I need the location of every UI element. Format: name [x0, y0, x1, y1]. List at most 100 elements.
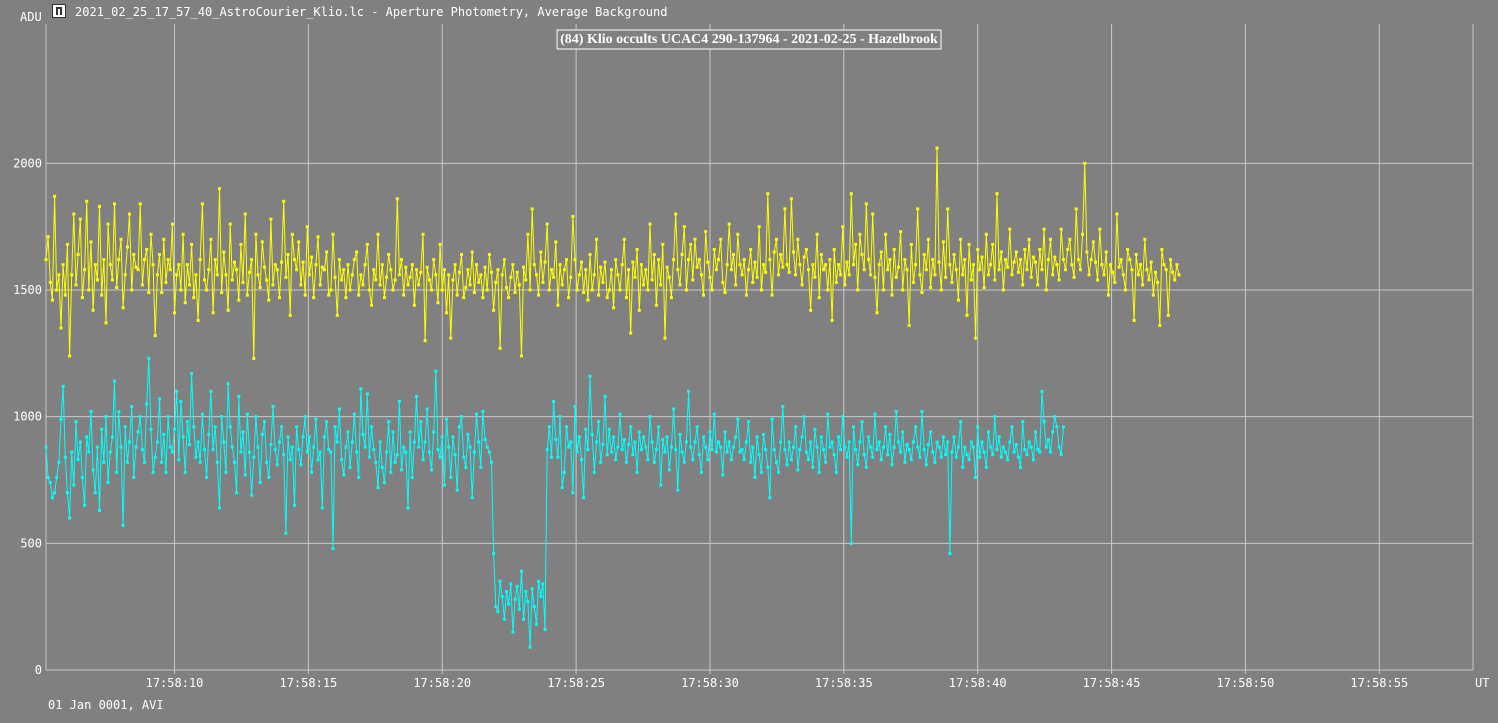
data-point [742, 258, 746, 262]
data-point [376, 232, 380, 236]
data-point [477, 280, 481, 284]
data-point [609, 450, 613, 454]
data-point [526, 600, 530, 604]
data-point [1169, 258, 1172, 262]
data-point [517, 283, 521, 287]
data-point [391, 430, 395, 434]
data-point [661, 242, 665, 246]
data-point [1016, 270, 1020, 274]
data-point [162, 432, 166, 436]
data-point [410, 263, 414, 267]
data-point [684, 440, 688, 444]
data-point [562, 470, 566, 474]
data-point [115, 470, 119, 474]
data-point [809, 308, 813, 312]
chart-grid [45, 24, 1474, 671]
data-point [400, 258, 403, 262]
data-point [200, 412, 204, 416]
data-point [620, 448, 624, 452]
data-point [415, 268, 418, 272]
data-point [230, 278, 234, 282]
data-point [119, 445, 123, 449]
data-point [599, 460, 603, 464]
data-point [931, 258, 935, 262]
data-point [929, 430, 933, 434]
data-point [183, 470, 187, 474]
data-point [1162, 263, 1166, 267]
data-point [104, 321, 108, 325]
data-point [558, 263, 562, 267]
data-point [843, 445, 847, 449]
data-point [1036, 448, 1040, 452]
data-point [734, 435, 738, 439]
data-point [706, 260, 710, 264]
data-point [76, 458, 80, 462]
data-point [233, 260, 236, 264]
data-point [620, 263, 624, 267]
data-point [290, 445, 294, 449]
data-point [879, 250, 883, 254]
data-point [93, 263, 97, 267]
data-point [134, 265, 138, 269]
data-point [511, 630, 515, 634]
data-point [80, 476, 84, 479]
data-point [340, 458, 344, 462]
data-point [781, 405, 785, 408]
data-point [50, 298, 54, 302]
data-point [145, 248, 149, 251]
data-point [385, 450, 389, 454]
data-point [487, 253, 491, 256]
data-point [76, 253, 80, 256]
data-point [762, 432, 765, 436]
data-point [1042, 227, 1046, 231]
data-point [792, 445, 795, 449]
data-point [918, 455, 922, 459]
data-point [449, 476, 453, 479]
data-point [451, 278, 455, 282]
data-point [550, 455, 553, 459]
data-point [513, 597, 517, 601]
data-point [1051, 273, 1055, 277]
data-point [1141, 283, 1145, 287]
data-point [479, 273, 483, 277]
data-point [794, 425, 798, 429]
data-point [903, 258, 907, 262]
data-point [697, 258, 701, 262]
data-point [367, 455, 371, 459]
data-point [914, 263, 918, 267]
series-1 [44, 356, 1065, 649]
data-point [575, 450, 579, 454]
data-point [789, 197, 793, 201]
data-point [263, 265, 266, 269]
data-point [537, 293, 541, 297]
data-point [597, 420, 601, 424]
data-point [888, 432, 892, 436]
data-point [721, 280, 725, 284]
data-point [956, 298, 960, 302]
data-point [1016, 455, 1020, 459]
data-point [554, 438, 558, 441]
data-point [753, 476, 757, 479]
data-point [858, 440, 862, 444]
data-point [905, 443, 909, 446]
data-point [631, 453, 635, 457]
data-point [633, 275, 637, 279]
data-point [447, 445, 451, 449]
data-point [440, 435, 444, 439]
data-point [301, 260, 305, 264]
app-icon[interactable] [52, 4, 66, 18]
data-point [941, 435, 945, 439]
data-point [537, 579, 541, 583]
data-point [886, 268, 890, 272]
data-point [372, 268, 376, 272]
data-point [168, 268, 172, 272]
data-point [969, 278, 973, 282]
data-point [580, 260, 583, 264]
data-point [663, 336, 667, 340]
data-point [1012, 450, 1016, 454]
data-point [796, 237, 800, 241]
data-point [916, 207, 920, 211]
data-point [479, 465, 483, 469]
data-point [406, 506, 410, 510]
data-point [434, 369, 438, 373]
